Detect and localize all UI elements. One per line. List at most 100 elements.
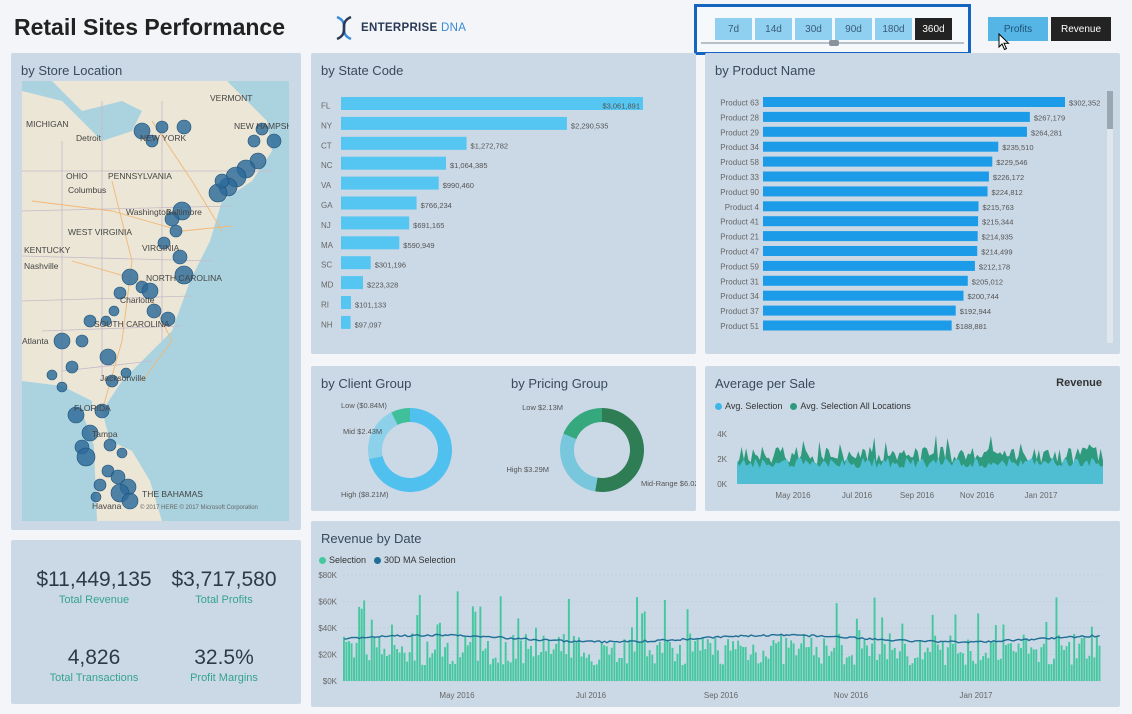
revenue-bar[interactable] bbox=[946, 647, 949, 681]
revenue-bar[interactable] bbox=[845, 657, 848, 682]
revenue-bar[interactable] bbox=[343, 636, 345, 681]
revenue-bar[interactable] bbox=[878, 654, 881, 681]
revenue-bar[interactable] bbox=[994, 625, 997, 681]
revenue-bar[interactable] bbox=[365, 654, 368, 681]
bar[interactable] bbox=[341, 256, 371, 270]
revenue-bar[interactable] bbox=[449, 664, 452, 681]
store-location-dot[interactable] bbox=[81, 424, 99, 442]
revenue-bar[interactable] bbox=[1095, 636, 1098, 681]
revenue-bar[interactable] bbox=[813, 655, 815, 681]
revenue-bar[interactable] bbox=[992, 642, 995, 681]
bar[interactable] bbox=[341, 116, 567, 130]
revenue-bar[interactable] bbox=[345, 641, 348, 681]
revenue-bar[interactable] bbox=[550, 654, 553, 681]
revenue-bar[interactable] bbox=[570, 657, 573, 682]
revenue-bar[interactable] bbox=[732, 641, 735, 681]
revenue-bar[interactable] bbox=[1065, 646, 1068, 681]
revenue-bar[interactable] bbox=[757, 663, 760, 681]
revenue-bar[interactable] bbox=[386, 656, 388, 681]
bar[interactable] bbox=[341, 97, 643, 110]
revenue-by-date-chart[interactable]: $80K $60K $40K $20K $0K May 2016 Jul 2016 Sep 2… bbox=[311, 521, 1120, 707]
revenue-bar[interactable] bbox=[868, 656, 871, 681]
revenue-bar[interactable] bbox=[959, 652, 962, 681]
period-scrollbar[interactable] bbox=[701, 40, 964, 46]
revenue-bar[interactable] bbox=[1032, 649, 1035, 682]
revenue-bar[interactable] bbox=[666, 639, 669, 681]
revenue-bar[interactable] bbox=[823, 638, 826, 681]
revenue-bar[interactable] bbox=[1022, 634, 1025, 681]
revenue-bar[interactable] bbox=[1085, 658, 1088, 682]
revenue-bar[interactable] bbox=[896, 658, 899, 681]
revenue-bar[interactable] bbox=[633, 651, 636, 681]
revenue-bar[interactable] bbox=[914, 658, 916, 681]
revenue-bar[interactable] bbox=[532, 656, 535, 681]
revenue-bar[interactable] bbox=[906, 656, 909, 681]
revenue-bar[interactable] bbox=[701, 637, 704, 681]
revenue-bar[interactable] bbox=[719, 663, 722, 681]
revenue-bar[interactable] bbox=[951, 643, 954, 681]
revenue-bar[interactable] bbox=[1047, 664, 1050, 681]
revenue-bar[interactable] bbox=[406, 661, 409, 681]
donut-slice[interactable] bbox=[595, 408, 644, 492]
revenue-bar[interactable] bbox=[446, 642, 449, 681]
revenue-bar[interactable] bbox=[451, 660, 454, 681]
revenue-bar[interactable] bbox=[355, 642, 358, 681]
bar[interactable] bbox=[763, 246, 978, 256]
revenue-bar[interactable] bbox=[641, 613, 644, 681]
revenue-bar[interactable] bbox=[476, 660, 479, 681]
store-location-dot[interactable] bbox=[90, 491, 102, 503]
revenue-bar[interactable] bbox=[1002, 624, 1005, 682]
revenue-bar[interactable] bbox=[545, 651, 548, 681]
store-location-dot[interactable] bbox=[176, 119, 192, 135]
store-location-dot[interactable] bbox=[83, 314, 97, 328]
moving-average-line[interactable] bbox=[344, 633, 1100, 644]
revenue-bar[interactable] bbox=[542, 635, 545, 681]
bar[interactable] bbox=[341, 216, 410, 230]
revenue-bar[interactable] bbox=[954, 614, 957, 682]
revenue-bar[interactable] bbox=[780, 634, 783, 681]
revenue-bar[interactable] bbox=[1070, 664, 1073, 681]
revenue-bar[interactable] bbox=[605, 646, 608, 681]
revenue-bar[interactable] bbox=[691, 651, 694, 682]
revenue-bar[interactable] bbox=[1007, 643, 1010, 681]
revenue-bar[interactable] bbox=[775, 643, 778, 681]
revenue-bar[interactable] bbox=[747, 660, 750, 681]
revenue-bar[interactable] bbox=[989, 641, 992, 681]
revenue-bar[interactable] bbox=[676, 653, 679, 681]
revenue-bar[interactable] bbox=[1098, 645, 1101, 681]
bar[interactable] bbox=[763, 216, 979, 227]
revenue-bar[interactable] bbox=[502, 664, 505, 681]
revenue-bar[interactable] bbox=[977, 613, 980, 682]
revenue-bar[interactable] bbox=[454, 663, 457, 681]
store-location-dot[interactable] bbox=[160, 311, 176, 327]
revenue-bar[interactable] bbox=[537, 655, 540, 681]
revenue-bar[interactable] bbox=[489, 664, 492, 681]
period-button-14d[interactable]: 14d bbox=[755, 18, 792, 40]
revenue-bar[interactable] bbox=[512, 635, 515, 681]
revenue-bar[interactable] bbox=[656, 645, 659, 681]
revenue-bar[interactable] bbox=[403, 652, 406, 681]
revenue-bar[interactable] bbox=[499, 596, 502, 681]
revenue-bar[interactable] bbox=[949, 635, 952, 681]
revenue-bar[interactable] bbox=[623, 639, 626, 681]
revenue-bar[interactable] bbox=[524, 634, 527, 681]
revenue-bar[interactable] bbox=[487, 641, 489, 681]
revenue-bar[interactable] bbox=[737, 640, 740, 681]
revenue-bar[interactable] bbox=[1017, 643, 1020, 682]
revenue-bar[interactable] bbox=[578, 637, 580, 681]
revenue-bar[interactable] bbox=[754, 652, 757, 681]
revenue-bar[interactable] bbox=[638, 642, 641, 681]
revenue-bar[interactable] bbox=[684, 663, 687, 681]
revenue-bar[interactable] bbox=[795, 655, 798, 681]
revenue-bar[interactable] bbox=[661, 652, 664, 681]
avg-selection-area[interactable] bbox=[737, 457, 1103, 484]
bar[interactable] bbox=[763, 97, 1065, 107]
store-location-dot[interactable] bbox=[214, 173, 230, 189]
revenue-bar[interactable] bbox=[530, 645, 532, 681]
revenue-bar[interactable] bbox=[613, 642, 616, 681]
revenue-bar[interactable] bbox=[527, 648, 530, 681]
revenue-bar[interactable] bbox=[820, 663, 823, 681]
store-location-dot[interactable] bbox=[113, 286, 127, 300]
bar[interactable] bbox=[341, 296, 351, 309]
revenue-bar[interactable] bbox=[772, 640, 775, 681]
